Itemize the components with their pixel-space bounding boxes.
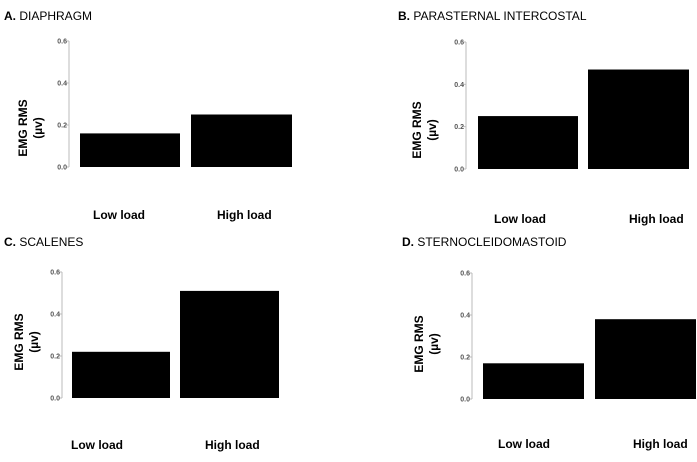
panel-title-text: SCALENES bbox=[19, 235, 84, 249]
category-label-low: Low load bbox=[93, 208, 145, 222]
panel-letter: A. bbox=[4, 9, 16, 23]
bar-low-load bbox=[478, 116, 578, 169]
category-label-high: High load bbox=[205, 438, 260, 452]
y-tick-label: 0.4 bbox=[50, 312, 60, 319]
category-label-high: High load bbox=[633, 437, 688, 451]
panel-title: C. SCALENES bbox=[4, 235, 83, 249]
panel-letter: B. bbox=[398, 9, 410, 23]
y-tick-label: 0.0 bbox=[50, 396, 60, 403]
y-tick-label: 0.0 bbox=[454, 167, 464, 174]
panel-title-text: DIAPHRAGM bbox=[19, 9, 93, 23]
y-tick-label: 0.2 bbox=[460, 355, 470, 362]
category-label-high: High load bbox=[217, 208, 272, 222]
panel-title: D. STERNOCLEIDOMASTOID bbox=[402, 235, 566, 249]
bar-plot: 0.0 0.2 0.4 0.6 bbox=[454, 40, 689, 174]
panel-c: C. SCALENES EMG RMS (µv) 0.0 0.2 0.4 0.6 Lo… bbox=[0, 0, 330, 462]
panel-title-text: STERNOCLEIDOMASTOID bbox=[417, 235, 567, 249]
panel-a: A. DIAPHRAGM EMG RMS (µv) 0.0 0.2 0.4 0.6 L… bbox=[0, 0, 330, 230]
y-tick-label: 0.4 bbox=[460, 313, 470, 320]
y-tick-label: 0.6 bbox=[57, 39, 67, 46]
category-label-low: Low load bbox=[498, 437, 550, 451]
category-label-high: High load bbox=[629, 212, 684, 226]
panel-b: B. PARASTERNAL INTERCOSTAL EMG RMS (µv) … bbox=[0, 0, 697, 230]
bar-plot: 0.0 0.2 0.4 0.6 bbox=[57, 39, 292, 172]
y-tick-label: 0.6 bbox=[454, 40, 464, 47]
bar-low-load bbox=[80, 133, 180, 167]
panel-letter: C. bbox=[4, 235, 16, 249]
panel-title: B. PARASTERNAL INTERCOSTAL bbox=[398, 9, 587, 23]
panel-letter: D. bbox=[402, 235, 414, 249]
bar-plot: 0.0 0.2 0.4 0.6 bbox=[50, 270, 279, 403]
category-label-low: Low load bbox=[71, 438, 123, 452]
y-tick-label: 0.2 bbox=[454, 124, 464, 131]
y-tick-label: 0.4 bbox=[454, 82, 464, 89]
y-tick-label: 0.2 bbox=[50, 354, 60, 361]
y-tick-label: 0.4 bbox=[57, 81, 67, 88]
y-tick-label: 0.2 bbox=[57, 123, 67, 130]
panel-title: A. DIAPHRAGM bbox=[4, 9, 92, 23]
bar-low-load bbox=[72, 351, 170, 398]
y-tick-label: 0.0 bbox=[57, 165, 67, 172]
bar-high-load bbox=[191, 114, 292, 167]
bar-high-load bbox=[180, 290, 279, 398]
panel-title-text: PARASTERNAL INTERCOSTAL bbox=[413, 9, 587, 23]
y-tick-label: 0.6 bbox=[50, 270, 60, 277]
bar-high-load bbox=[595, 319, 696, 399]
category-label-low: Low load bbox=[494, 212, 546, 226]
y-tick-label: 0.6 bbox=[460, 271, 470, 278]
bar-low-load bbox=[483, 363, 584, 399]
bar-high-load bbox=[588, 69, 689, 169]
y-tick-label: 0.0 bbox=[460, 397, 470, 404]
